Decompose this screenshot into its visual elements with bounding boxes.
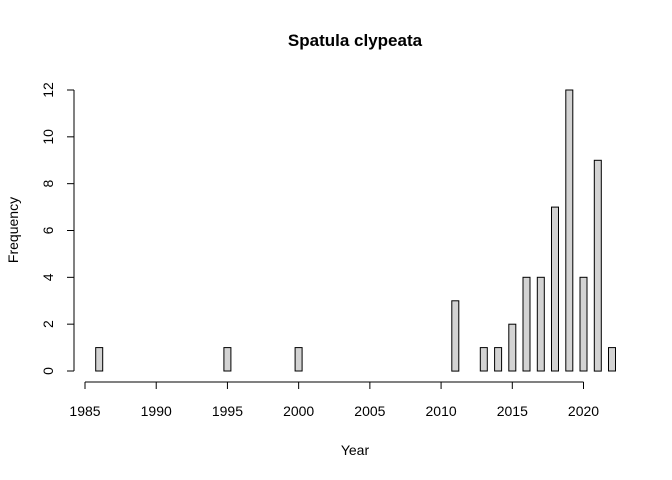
x-tick-label-2010: 2010 bbox=[426, 403, 457, 419]
bar-2014 bbox=[494, 347, 503, 372]
bars-group bbox=[95, 89, 616, 372]
x-tick-label-2020: 2020 bbox=[568, 403, 599, 419]
bar-2019 bbox=[565, 89, 574, 372]
y-tick-label-12: 12 bbox=[40, 82, 56, 98]
y-tick-label-0: 0 bbox=[40, 367, 56, 375]
bar-2017 bbox=[536, 276, 545, 372]
bar-2015 bbox=[508, 323, 517, 372]
x-tick-label-1995: 1995 bbox=[212, 403, 243, 419]
y-axis: 0 2 4 6 8 10 12 bbox=[40, 82, 75, 375]
x-tick-label-2015: 2015 bbox=[497, 403, 528, 419]
x-axis-label: Year bbox=[341, 442, 370, 458]
x-tick-label-1990: 1990 bbox=[141, 403, 172, 419]
bar-2021 bbox=[593, 159, 602, 372]
y-tick-label-6: 6 bbox=[40, 226, 56, 234]
y-axis-label: Frequency bbox=[5, 197, 21, 263]
x-tick-label-2000: 2000 bbox=[283, 403, 314, 419]
y-tick-label-2: 2 bbox=[40, 320, 56, 328]
bar-2020 bbox=[579, 276, 588, 372]
bar-1995 bbox=[223, 347, 232, 372]
x-axis: 1985 1990 1995 2000 2005 2010 2015 2020 bbox=[69, 381, 599, 419]
bar-2018 bbox=[551, 206, 559, 372]
bar-2013 bbox=[479, 347, 488, 372]
y-tick-label-4: 4 bbox=[40, 273, 56, 281]
bar-1986 bbox=[95, 347, 104, 372]
bar-2000 bbox=[294, 347, 303, 372]
y-tick-label-8: 8 bbox=[40, 180, 56, 188]
bar-2022 bbox=[608, 347, 616, 372]
x-tick-label-1985: 1985 bbox=[69, 403, 100, 419]
y-tick-label-10: 10 bbox=[40, 129, 56, 145]
x-tick-label-2005: 2005 bbox=[354, 403, 385, 419]
chart-title: Spatula clypeata bbox=[288, 31, 423, 50]
bar-2011 bbox=[451, 300, 460, 372]
bar-2016 bbox=[522, 276, 531, 372]
